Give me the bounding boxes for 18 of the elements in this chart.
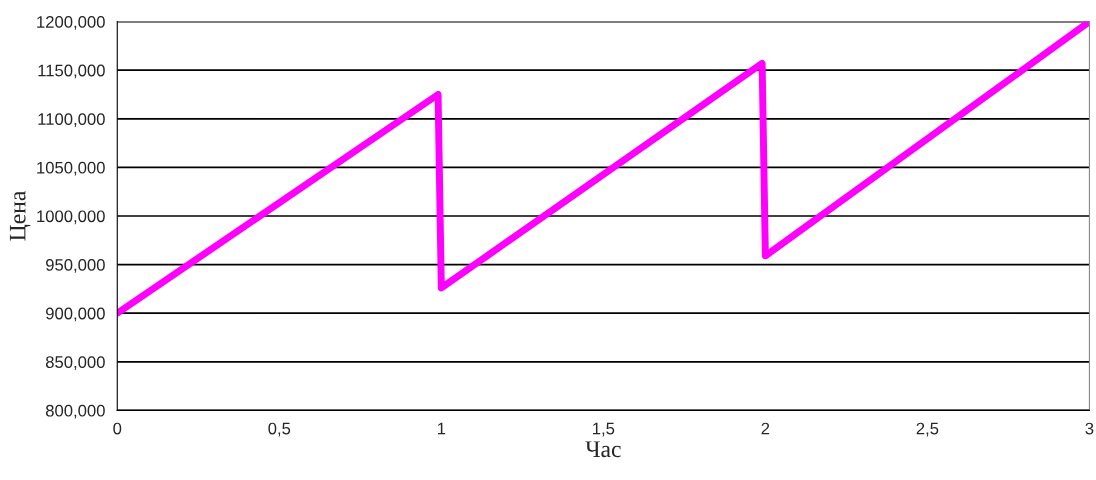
y-tick-label: 950,000 (46, 259, 105, 273)
y-tick-label: 900,000 (46, 307, 105, 322)
y-tick-label: 1000,000 (37, 210, 105, 225)
x-tick-label: 0,5 (268, 422, 291, 437)
x-tick-label: 1,5 (593, 422, 615, 437)
y-tick-label: 800,000 (45, 404, 105, 419)
y-axis-title: Цена (9, 191, 31, 241)
x-tick-label: 1 (437, 422, 446, 435)
x-axis-title: Час (585, 441, 621, 458)
y-tick-label: 1200,000 (37, 16, 105, 30)
x-tick-label: 2,5 (916, 422, 939, 437)
y-tick-label: 850,000 (45, 356, 105, 370)
y-tick-label: 1150,000 (38, 64, 105, 79)
x-tick-label: 3 (1085, 422, 1094, 435)
y-tick-label: 1050,000 (37, 161, 105, 176)
x-tick-label: 0 (113, 422, 122, 435)
x-tick-label: 2 (761, 422, 770, 435)
y-tick-label: 1100,000 (38, 113, 105, 127)
